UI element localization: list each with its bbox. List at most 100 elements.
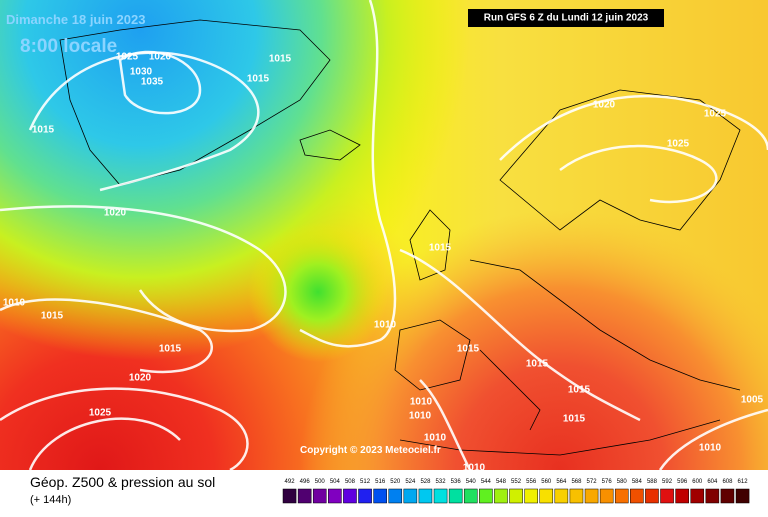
scale-label: 568 [571, 479, 582, 485]
scale-swatch [705, 488, 720, 504]
coastlines [59, 19, 741, 456]
scale-swatch [630, 488, 644, 504]
isobar-label: 1025 [704, 109, 727, 120]
scale-swatch [297, 488, 312, 504]
scale-swatch [690, 488, 705, 504]
run-info: Run GFS 6 Z du Lundi 12 juin 2023 [484, 13, 649, 24]
scale-label: 600 [692, 479, 703, 485]
isobar-label: 1015 [457, 344, 480, 355]
scale-swatch [388, 488, 403, 504]
isobar-label: 1035 [141, 77, 164, 88]
scale-label: 572 [587, 479, 598, 485]
scale-swatch [569, 488, 584, 504]
isobar-label: 1005 [741, 395, 764, 406]
isobar-label: 1010 [3, 298, 26, 309]
scale-swatch [358, 488, 372, 504]
scale-swatch [418, 488, 433, 504]
isobar-label: 1025 [89, 408, 112, 419]
scale-swatch [720, 488, 735, 504]
scale-swatch [463, 488, 478, 504]
isobar-label: 1010 [409, 411, 432, 422]
scale-swatch [494, 488, 508, 504]
scale-label: 584 [632, 479, 643, 485]
isobar-label: 1025 [116, 52, 139, 63]
scale-label: 552 [511, 479, 522, 485]
scale-swatch [328, 488, 342, 504]
scale-label: 508 [345, 479, 356, 485]
scale-swatch [735, 488, 750, 504]
scale-label: 564 [556, 479, 567, 485]
scale-label: 548 [496, 479, 507, 485]
scale-swatch [312, 488, 327, 504]
isobar-label: 1010 [424, 433, 447, 444]
scale-label: 500 [315, 479, 326, 485]
scale-label: 528 [420, 479, 431, 485]
scale-label: 556 [526, 479, 537, 485]
scale-swatch [675, 488, 689, 504]
scale-swatch [433, 488, 448, 504]
isobar-label: 1015 [247, 74, 270, 85]
scale-label: 604 [707, 479, 718, 485]
scale-label: 524 [405, 479, 416, 485]
isobar-label: 1015 [159, 344, 182, 355]
scale-label: 544 [481, 479, 492, 485]
isobar-label: 1030 [130, 67, 153, 78]
isobar-label: 1020 [149, 52, 172, 63]
isobar-label: 1010 [410, 397, 433, 408]
isobar-label: 1015 [429, 243, 452, 254]
forecast-time: 8:00 locale [20, 36, 117, 57]
scale-label: 576 [602, 479, 613, 485]
scale-label: 560 [541, 479, 552, 485]
scale-label: 540 [466, 479, 477, 485]
isobar-label: 1020 [593, 100, 616, 111]
scale-swatch [645, 488, 659, 504]
scale-swatch [282, 488, 297, 504]
scale-label: 596 [677, 479, 688, 485]
isobar-label: 1020 [104, 208, 127, 219]
isobar-label: 1015 [269, 54, 292, 65]
scale-swatch [584, 488, 599, 504]
isobar-label: 1010 [374, 320, 397, 331]
scale-label: 536 [451, 479, 462, 485]
scale-label: 580 [617, 479, 628, 485]
scale-label: 512 [360, 479, 371, 485]
isobar-label: 1015 [32, 125, 55, 136]
scale-label: 496 [300, 479, 311, 485]
scale-swatch [599, 488, 614, 504]
color-scale: 492 496 500 504 508 512 516 520 524 528 532 536 540 5… [282, 479, 750, 504]
scale-swatch [539, 488, 554, 504]
copyright: Copyright © 2023 Meteociel.fr [300, 445, 441, 456]
isobar-label: 1015 [563, 414, 586, 425]
isobar-label: 1015 [568, 385, 591, 396]
scale-swatch [373, 488, 387, 504]
legend-subtitle: (+ 144h) [30, 494, 71, 506]
scale-swatch [343, 488, 357, 504]
forecast-date: Dimanche 18 juin 2023 [6, 12, 145, 27]
isobars [0, 0, 768, 470]
scale-label: 516 [375, 479, 386, 485]
isobar-label: 1020 [129, 373, 152, 384]
scale-swatch [554, 488, 569, 504]
legend-title: Géop. Z500 & pression au sol [30, 474, 215, 490]
isobar-label: 1015 [41, 311, 64, 322]
scale-label: 504 [330, 479, 341, 485]
scale-swatch [509, 488, 523, 504]
scale-swatch [614, 488, 629, 504]
scale-swatch [479, 488, 493, 504]
scale-label: 532 [436, 479, 447, 485]
scale-label: 492 [285, 479, 296, 485]
isobar-label: 1015 [526, 359, 549, 370]
scale-swatch [524, 488, 538, 504]
scale-label: 588 [647, 479, 658, 485]
scale-label: 592 [662, 479, 673, 485]
run-box [468, 9, 664, 27]
scale-swatch [660, 488, 674, 504]
scale-swatch [403, 488, 418, 504]
isobar-label: 1025 [667, 139, 690, 150]
scale-label: 612 [738, 479, 749, 485]
isobar-label: 1010 [699, 443, 722, 454]
scale-swatch [448, 488, 463, 504]
scale-label: 520 [390, 479, 401, 485]
